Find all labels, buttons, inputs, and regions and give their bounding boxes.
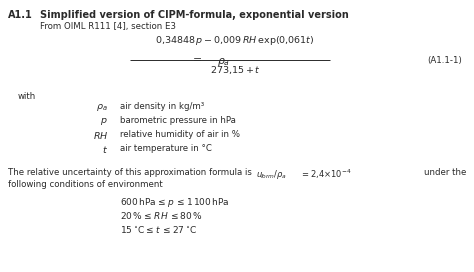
Text: $15\,{}^{\circ}\mathrm{C} \leq\, t \,\leq 27\,{}^{\circ}\mathrm{C}$: $15\,{}^{\circ}\mathrm{C} \leq\, t \,\le… [120, 224, 197, 235]
Text: A1.1: A1.1 [8, 10, 33, 20]
Text: $\rho_a$: $\rho_a$ [217, 56, 230, 68]
Text: (A1.1-1): (A1.1-1) [427, 55, 462, 64]
Text: under the: under the [424, 168, 466, 177]
Text: $u_{\!f\!orm}/\rho_a$: $u_{\!f\!orm}/\rho_a$ [256, 168, 287, 181]
Text: relative humidity of air in %: relative humidity of air in % [120, 130, 240, 139]
Text: $=$: $=$ [190, 53, 202, 63]
Text: following conditions of environment: following conditions of environment [8, 180, 163, 189]
Text: air temperature in °C: air temperature in °C [120, 144, 212, 153]
Text: $t$: $t$ [102, 144, 108, 155]
Text: air density in kg/m³: air density in kg/m³ [120, 102, 204, 111]
Text: Simplified version of CIPM-formula, exponential version: Simplified version of CIPM-formula, expo… [40, 10, 349, 20]
Text: From OIML R111 [4], section E3: From OIML R111 [4], section E3 [40, 22, 176, 31]
Text: $273{,}15 + t$: $273{,}15 + t$ [210, 64, 260, 76]
Text: The relative uncertainty of this approximation formula is: The relative uncertainty of this approxi… [8, 168, 252, 177]
Text: $RH$: $RH$ [92, 130, 108, 141]
Text: with: with [18, 92, 36, 101]
Text: $= 2{,}4{\times}10^{-4}$: $= 2{,}4{\times}10^{-4}$ [300, 168, 352, 181]
Text: $0{,}34848\,p - 0{,}009\,RH\,\exp(0{,}061t)$: $0{,}34848\,p - 0{,}009\,RH\,\exp(0{,}06… [155, 34, 315, 47]
Text: $p$: $p$ [100, 116, 108, 127]
Text: barometric pressure in hPa: barometric pressure in hPa [120, 116, 236, 125]
Text: $\rho_a$: $\rho_a$ [96, 102, 108, 113]
Text: $600\,\mathrm{hPa} \leq\, p \,\leq 1\,100\,\mathrm{hPa}$: $600\,\mathrm{hPa} \leq\, p \,\leq 1\,10… [120, 196, 230, 209]
Text: $20\,\% \leq\, RH \,\leq 80\,\%$: $20\,\% \leq\, RH \,\leq 80\,\%$ [120, 210, 202, 221]
